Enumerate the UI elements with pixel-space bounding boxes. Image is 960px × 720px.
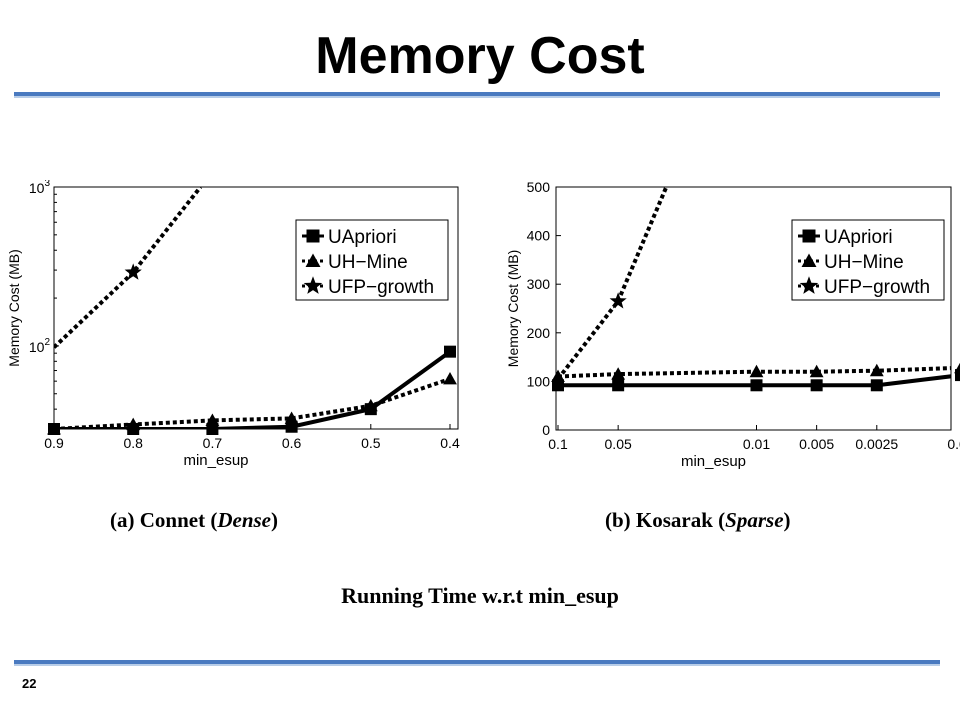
slide-subtitle: Running Time w.r.t min_esup [341,583,619,608]
b-legend-swatch-triangle [801,253,817,267]
a-point-triangle [284,411,299,424]
b-point-triangle [749,364,764,378]
a-point-triangle [205,413,220,426]
a-y-axis-label: Memory Cost (MB) [6,249,22,366]
a-y-tick-exp: 3 [44,180,50,189]
b-point-triangle [954,362,960,374]
b-point-triangle [809,364,824,378]
chart-kosarak: 0 100 200 300 400 500 0.1 0.05 0.01 0.005 0.0025 0.… [505,180,960,470]
a-legend-label: UH−Mine [328,252,408,273]
caption-a: (a) Connet (Dense) [110,508,278,533]
slide-title: Memory Cost [315,27,645,85]
a-y-tick-base: 10 [29,180,45,196]
b-point-triangle [551,369,565,383]
b-point-star [609,292,627,309]
b-y-tick-label: 200 [527,325,551,341]
a-x-tick-label: 0.9 [44,435,64,451]
b-line-triangle [557,366,951,379]
a-legend-swatch-square [306,229,320,243]
b-y-tick-label: 0 [542,422,550,438]
a-point-triangle [363,398,378,412]
b-legend-swatch-star [799,276,819,294]
a-legend-label: UFP−growth [328,277,434,298]
a-x-tick-label: 0.8 [123,435,143,451]
b-x-tick-label: 0.005 [799,436,834,452]
b-x-tick-label: 0.1 [548,436,568,452]
footer-divider [14,660,940,666]
a-legend-swatch-star [303,276,323,294]
b-line-square [558,374,951,388]
a-point-triangle [443,372,457,385]
a-point-square [206,423,219,435]
a-x-tick-label: 0.7 [203,435,223,451]
a-x-tick-label: 0.6 [282,435,302,451]
a-x-tick-label: 0.4 [440,435,460,451]
b-point-square [810,379,823,392]
a-line-star [54,187,203,349]
b-x-tick-label: 0.0025 [855,436,898,452]
caption-b-italic: Sparse [725,508,784,532]
b-legend-label: UApriori [824,227,893,248]
b-legend-label: UH−Mine [824,252,904,273]
b-point-square [612,379,625,392]
a-y-tick-exp: 2 [44,337,50,348]
b-y-tick-label: 300 [527,276,551,292]
page-number: 22 [22,676,37,691]
b-x-tick-label: 0.05 [605,436,632,452]
caption-a-prefix: (a) Connet ( [110,508,218,532]
caption-b-suffix: ) [783,508,791,532]
caption-b: (b) Kosarak (Sparse) [605,508,791,533]
b-legend-swatch-square [802,229,816,243]
b-x-tick-label: 0.00 [947,436,960,452]
b-point-square [955,369,960,382]
caption-a-italic: Dense [217,508,271,532]
b-y-tick-label: 500 [527,180,551,195]
a-series-group [54,187,452,429]
caption-a-suffix: ) [271,508,278,532]
a-point-triangle [47,422,61,435]
a-point-star [124,263,142,280]
b-point-square [750,379,763,392]
b-x-axis-label: min_esup [681,453,746,470]
b-point-square [552,379,564,392]
b-point-triangle [611,367,626,380]
b-y-tick-label: 100 [527,373,551,389]
b-point-square [870,379,883,392]
a-point-triangle [126,417,141,431]
b-y-tick-label: 400 [527,228,551,244]
title-divider [14,92,940,98]
a-point-square [444,345,456,358]
b-point-triangle [869,363,884,377]
b-x-tick-label: 0.01 [743,436,770,452]
a-line-triangle [54,377,451,429]
a-x-tick-label: 0.5 [361,435,381,451]
a-legend-swatch-triangle [305,253,321,267]
a-y-tick-label: 102 [29,337,51,355]
a-y-tick-label: 103 [29,180,51,196]
a-legend-label: UApriori [328,227,397,248]
a-y-tick-base: 10 [29,339,45,355]
caption-b-prefix: (b) Kosarak ( [605,508,726,532]
b-y-axis-label: Memory Cost (MB) [505,250,521,367]
a-x-axis-label: min_esup [183,452,248,469]
b-legend-label: UFP−growth [824,277,930,298]
